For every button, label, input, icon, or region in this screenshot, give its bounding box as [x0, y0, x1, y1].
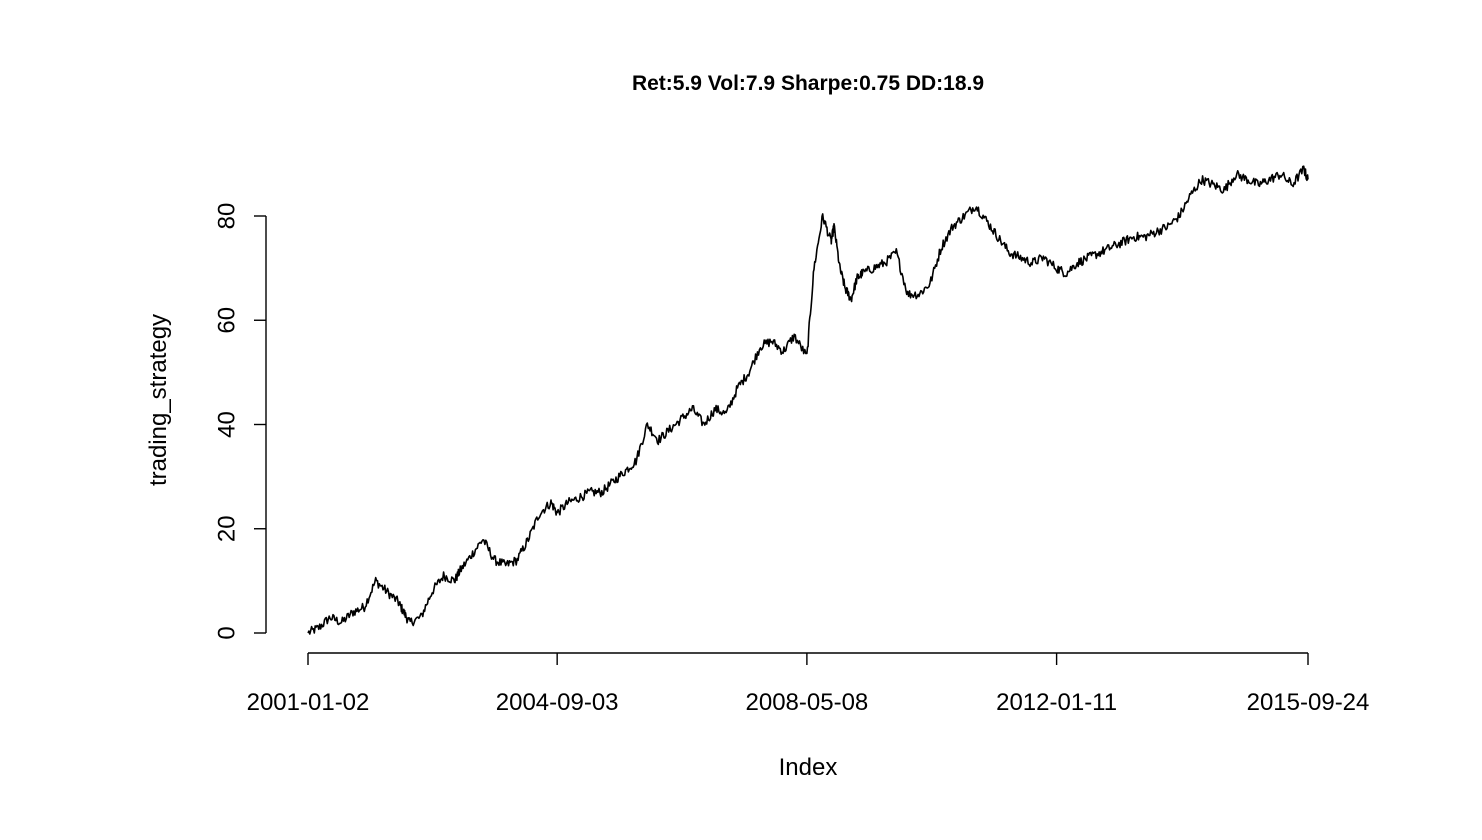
x-axis: 2001-01-02 2004-09-03 2008-05-08 2012-01-11…: [247, 652, 1370, 716]
x-tick-label: 2012-01-11: [996, 689, 1117, 716]
x-tick-label: 2008-05-08: [746, 689, 869, 716]
y-tick-label: 80: [213, 203, 240, 230]
y-tick-label: 40: [213, 411, 240, 438]
series-line: [307, 165, 1309, 635]
chart-title: Ret:5.9 Vol:7.9 Sharpe:0.75 DD:18.9: [632, 72, 984, 95]
x-axis-label: Index: [779, 754, 838, 781]
y-axis: 0 20 40 60 80: [213, 203, 267, 640]
x-tick-label: 2004-09-03: [496, 689, 619, 716]
y-tick-label: 20: [213, 515, 240, 542]
y-axis-label: trading_strategy: [145, 314, 172, 486]
y-tick-label: 60: [213, 307, 240, 334]
x-tick-label: 2015-09-24: [1247, 689, 1370, 716]
y-tick-label: 0: [213, 626, 240, 639]
x-tick-label: 2001-01-02: [247, 689, 370, 716]
plot-series: [307, 165, 1309, 635]
